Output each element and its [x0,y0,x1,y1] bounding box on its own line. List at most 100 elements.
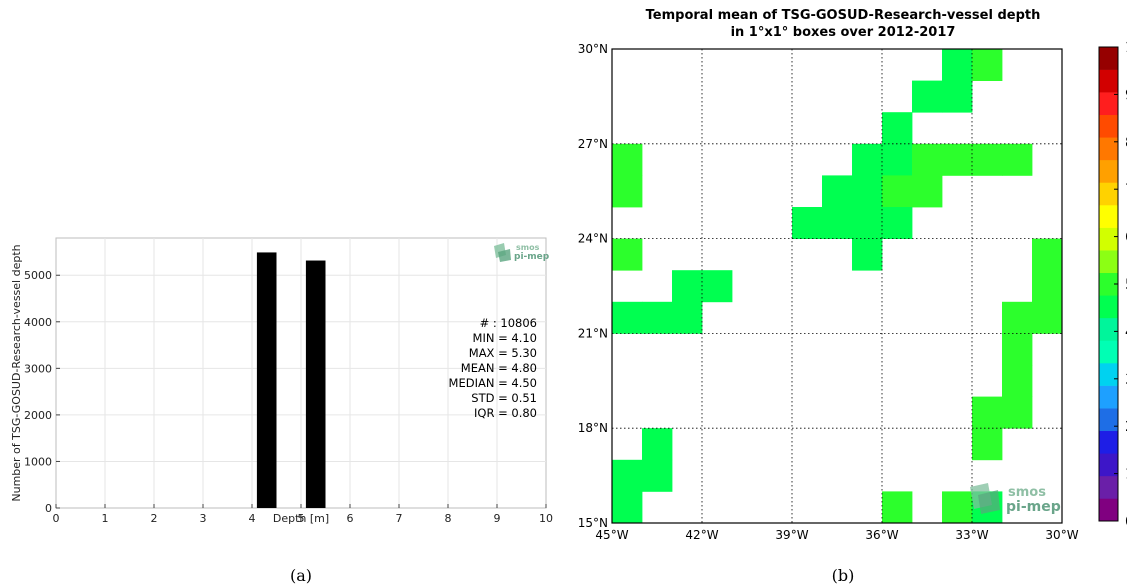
map-lat-tick-label: 18°N [578,421,608,435]
stat-line: STD = 0.51 [471,391,537,405]
colorbar-tick-label: 3 [1125,372,1127,388]
map-gridlines [612,49,1062,523]
y-tick-label: 0 [45,502,52,515]
stat-line: MEAN = 4.80 [461,361,537,375]
map-cell [882,207,913,239]
map-cell [912,143,943,176]
map-smos-pimep-logo: smos pi-mep [970,483,1061,515]
map-lat-tick-label: 24°N [578,232,608,246]
stat-line: MAX = 5.30 [469,346,537,360]
map-cell [852,238,883,271]
logo-text-smos: smos [516,243,540,252]
map-cell [882,491,913,524]
colorbar-tick-label: 1 [1125,467,1127,483]
colorbar-segment [1099,385,1118,409]
colorbar-segment [1099,250,1118,274]
map-cell [942,143,973,176]
x-tick-label: 6 [347,512,354,525]
map-cell [1002,396,1033,429]
stat-line: MIN = 4.10 [473,331,537,345]
colorbar-segment [1099,182,1118,206]
map-cell [972,49,1003,81]
map-cell [852,175,883,208]
x-tick-label: 2 [151,512,158,525]
map-lon-tick-label: 33°W [955,528,988,542]
map-cell [1002,301,1033,334]
map-logo-cube-icon-2 [978,490,1000,514]
histogram-bar [305,260,326,508]
map-cell [882,112,913,145]
colorbar-segment [1099,92,1118,116]
colorbar-tick-label: 8 [1125,135,1127,151]
x-tick-label: 7 [396,512,403,525]
colorbar-segment [1099,272,1118,296]
map-cell [912,175,943,208]
map-cells [612,49,1063,524]
histogram-bars [256,252,326,508]
map-cell [642,428,673,461]
y-tick-label: 2000 [24,409,52,422]
colorbar-segment [1099,114,1118,138]
map-cell [822,175,853,208]
map-lat-tick-label: 21°N [578,326,608,340]
y-tick-label: 3000 [24,362,52,375]
map-cell [1032,301,1063,334]
histogram-y-label: Number of TSG-GOSUD-Research-vessel dept… [10,244,23,501]
map-title-line1: Temporal mean of TSG-GOSUD-Research-vess… [646,8,1041,23]
x-tick-label: 9 [494,512,501,525]
histogram-bar [256,252,277,508]
map-lat-tick-label: 30°N [578,42,608,56]
map-lon-tick-label: 39°W [775,528,808,542]
colorbar-segment [1099,408,1118,432]
map-cell [1002,365,1033,397]
map-cell [612,491,643,524]
y-tick-label: 4000 [24,316,52,329]
map-tick-labels: 45°W 42°W 39°W 36°W 33°W 30°W 15°N 18°N 21°N 24°N… [578,42,1079,542]
map-lat-tick-label: 27°N [578,137,608,151]
colorbar-tick-label: 2 [1125,419,1127,435]
colorbar-tick-label: 4 [1125,324,1127,340]
map-cell [672,301,703,334]
map-cell [942,491,973,524]
histogram-y-ticks: 0 1000 2000 3000 4000 5000 [24,269,60,515]
colorbar-segment [1099,69,1118,93]
map-cell [672,270,703,303]
map-cell [852,143,883,176]
colorbar-segment [1099,498,1118,522]
colorbar-segment [1099,453,1118,477]
colorbar-tick-label: 7 [1125,182,1127,198]
map-cell [882,143,913,176]
x-tick-label: 5 [298,512,305,525]
histogram-panel: 0 1 2 3 4 5 6 7 8 9 10 0 1000 2000 3000 4000 5000 Depth… [10,237,553,585]
map-cell [1002,143,1033,176]
map-title-line2: in 1°x1° boxes over 2012-2017 [731,25,956,40]
map-cell [972,396,1003,429]
stat-line: # : 10806 [480,316,537,330]
colorbar-segment [1099,340,1118,364]
map-cell [912,80,943,113]
x-tick-label: 4 [249,512,256,525]
colorbar-tick-label: 0 [1125,514,1127,530]
colorbar-segment [1099,47,1118,70]
stat-line: MEDIAN = 4.50 [449,376,537,390]
colorbar-tick-label: 9 [1125,87,1127,103]
map-cell [792,207,823,239]
colorbar-segment [1099,159,1118,183]
smos-pimep-logo: smos pi-mep [494,243,550,262]
map-cell [702,270,733,303]
map-cell [972,143,1003,176]
colorbar-segment [1099,363,1118,386]
map-lat-tick-label: 15°N [578,516,608,530]
colorbar: 0 1 2 3 4 5 6 7 8 9 10 [1098,40,1127,530]
colorbar-segment [1099,475,1118,499]
map-cell [612,301,643,334]
logo-cube-icon-2 [498,249,511,262]
colorbar-segment [1099,317,1118,341]
histogram-x-label: Depth [m] [273,512,329,525]
colorbar-segment [1099,430,1118,454]
logo-text-pimep: pi-mep [514,252,550,262]
x-tick-label: 3 [200,512,207,525]
map-cell [942,49,973,81]
map-cell [882,175,913,208]
